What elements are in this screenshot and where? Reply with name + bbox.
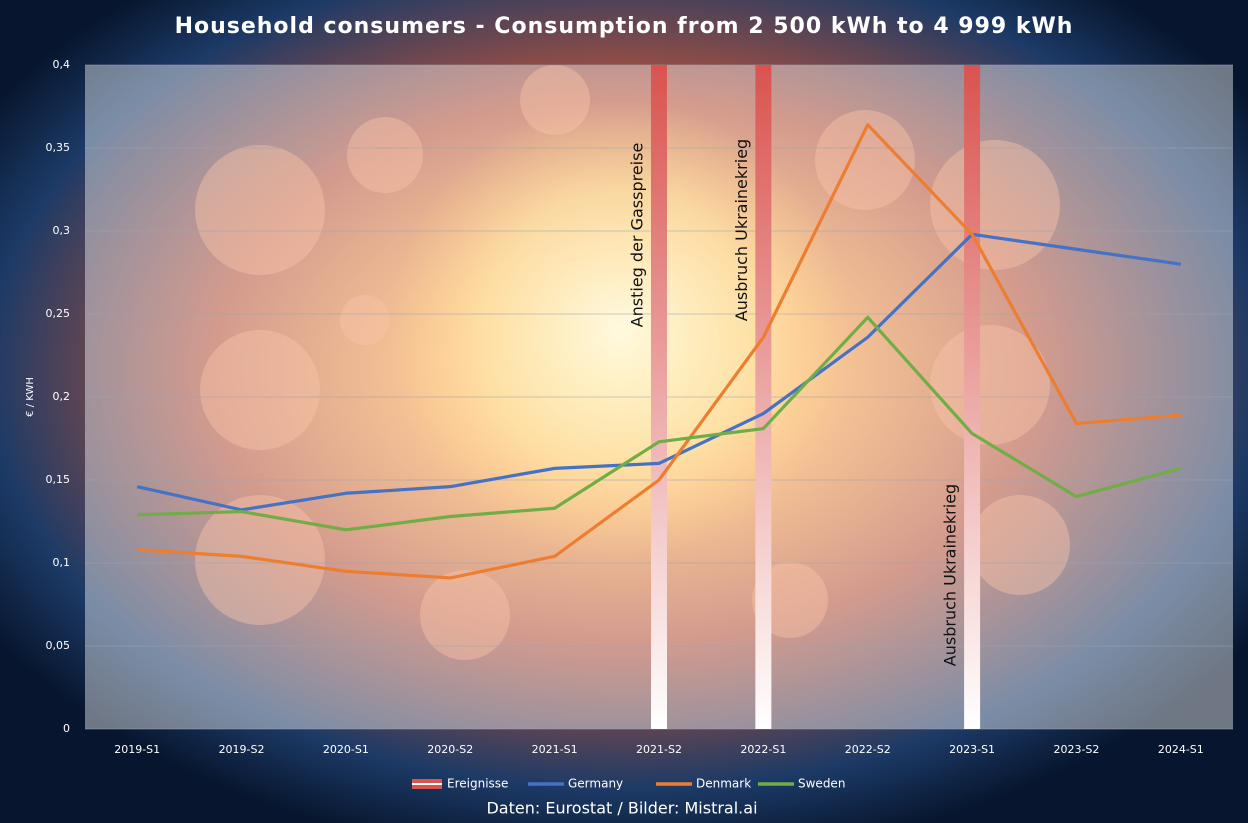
chart-title: Household consumers - Consumption from 2… — [175, 14, 1074, 39]
x-tick-label: 2020-S1 — [323, 743, 369, 756]
y-tick-label: 0,3 — [53, 224, 71, 237]
x-tick-label: 2020-S2 — [427, 743, 473, 756]
background-glow — [390, 100, 850, 560]
event-label: Anstieg der Gasspreise — [628, 143, 647, 328]
legend-label: Germany — [568, 777, 623, 791]
legend-label: Sweden — [798, 777, 845, 791]
x-tick-label: 2021-S2 — [636, 743, 682, 756]
event-bar — [651, 65, 667, 729]
background-icons — [195, 65, 1070, 660]
y-axis-label: € / KWH — [25, 377, 36, 417]
y-tick-label: 0,05 — [46, 639, 71, 652]
x-tick-label: 2022-S2 — [845, 743, 891, 756]
y-tick-label: 0 — [63, 722, 70, 735]
x-tick-label: 2023-S1 — [949, 743, 995, 756]
y-tick-label: 0,1 — [53, 556, 71, 569]
source-note: Daten: Eurostat / Bilder: Mistral.ai — [486, 799, 757, 818]
x-tick-label: 2019-S1 — [114, 743, 160, 756]
series-line — [136, 232, 1182, 512]
event-label: Ausbruch Ukrainekrieg — [941, 484, 960, 666]
y-tick-label: 0,15 — [46, 473, 71, 486]
event-bar — [964, 65, 981, 729]
series-line — [137, 123, 1181, 580]
y-tick-label: 0,25 — [46, 307, 71, 320]
x-tick-label: 2023-S2 — [1053, 743, 1099, 756]
x-tick-label: 2022-S1 — [740, 743, 786, 756]
y-tick-label: 0,4 — [53, 58, 71, 71]
x-tick-label: 2021-S1 — [532, 743, 578, 756]
x-tick-label: 2024-S1 — [1158, 743, 1204, 756]
event-label: Ausbruch Ukrainekrieg — [732, 139, 751, 321]
event-bar — [755, 65, 772, 729]
series-line — [137, 315, 1182, 532]
x-tick-label: 2019-S2 — [219, 743, 265, 756]
legend-label: Ereignisse — [447, 777, 508, 791]
legend-label: Denmark — [696, 777, 751, 791]
y-tick-label: 0,2 — [53, 390, 71, 403]
y-tick-label: 0,35 — [46, 141, 71, 154]
